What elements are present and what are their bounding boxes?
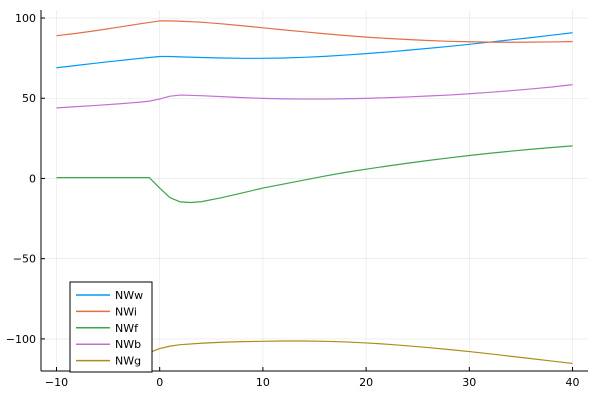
y-tick-label: 50 bbox=[22, 92, 36, 105]
legend-label-nww: NWw bbox=[115, 289, 143, 302]
legend-label-nwg: NWg bbox=[115, 355, 141, 368]
series-line-nww bbox=[56, 32, 573, 69]
grid bbox=[41, 10, 588, 371]
x-tick-label: 40 bbox=[566, 376, 580, 389]
y-tick-label: −50 bbox=[13, 253, 36, 266]
legend-label-nwi: NWi bbox=[115, 305, 137, 318]
x-tick-label: 10 bbox=[256, 376, 270, 389]
legend-label-nwf: NWf bbox=[115, 322, 139, 335]
y-tick-label: −100 bbox=[6, 333, 36, 346]
x-tick-label: −10 bbox=[45, 376, 68, 389]
x-tick-label: 30 bbox=[462, 376, 476, 389]
series-layer bbox=[56, 20, 573, 365]
y-tick-label: 0 bbox=[29, 172, 36, 185]
series-line-nwf bbox=[56, 145, 573, 204]
series-line-nwb bbox=[56, 84, 573, 109]
legend-box bbox=[69, 281, 153, 373]
y-tick-label: 100 bbox=[15, 12, 36, 25]
x-tick-label: 20 bbox=[359, 376, 373, 389]
series-line-nwg bbox=[144, 340, 573, 365]
x-tick-label: 0 bbox=[156, 376, 163, 389]
legend: NWw NWi NWf NWb NWg bbox=[69, 281, 153, 373]
legend-label-nwb: NWb bbox=[115, 338, 141, 351]
series-line-nwi bbox=[56, 20, 573, 43]
